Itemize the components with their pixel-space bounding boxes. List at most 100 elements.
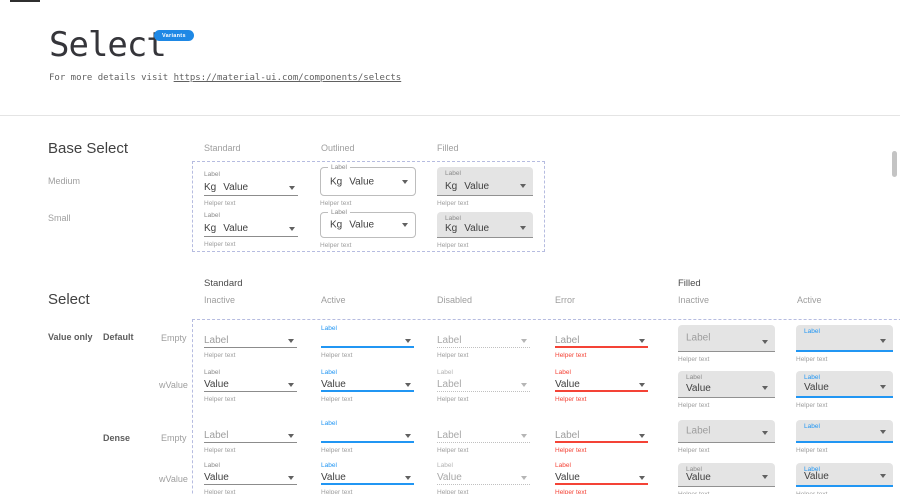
helper-text: Helper text <box>437 242 469 249</box>
field-label-slot <box>437 419 530 429</box>
row-type-default: Default <box>103 332 134 342</box>
helper-text: Helper text <box>320 242 352 249</box>
select-standard-active-wvalue[interactable]: Label Value Helper text <box>321 368 414 403</box>
helper-text: Helper text <box>796 447 828 454</box>
field-label: Label <box>555 462 571 469</box>
select-standard-inactive-wvalue[interactable]: Label Value Helper text <box>204 368 297 403</box>
base-select-outlined-medium[interactable]: Label Kg Value Helper text <box>320 164 416 207</box>
dropdown-arrow-icon <box>405 383 411 387</box>
adornment: Kg <box>330 219 343 231</box>
select-value: Value <box>223 223 249 234</box>
select-value: Value <box>464 181 490 192</box>
select-value: Value <box>804 382 829 393</box>
select-standard-error-empty[interactable]: Label Helper text <box>555 324 648 359</box>
field-label: Label <box>321 420 337 427</box>
field-label: Label <box>437 369 453 376</box>
select-value: Value <box>437 472 462 483</box>
select-dense-standard-active-empty[interactable]: Label Helper text <box>321 419 414 454</box>
select-filled-active-wvalue[interactable]: Label Value Helper text <box>796 371 893 409</box>
select-value-row: Label <box>555 334 648 348</box>
field-label: Label <box>686 466 702 473</box>
select-value-row: Kg Value <box>330 176 374 187</box>
select-value: Value <box>349 219 375 231</box>
dropdown-arrow-icon <box>762 340 768 344</box>
adornment: Kg <box>204 223 217 234</box>
select-standard-error-wvalue[interactable]: Label Value Helper text <box>555 368 648 403</box>
dropdown-arrow-icon <box>639 339 645 343</box>
select-dense-standard-active-wvalue[interactable]: Label Value Helper text <box>321 461 414 494</box>
dropdown-arrow-icon <box>520 184 526 188</box>
select-placeholder: Label <box>204 430 229 441</box>
dropdown-arrow-icon <box>289 227 295 231</box>
helper-text: Helper text <box>437 352 469 359</box>
helper-text: Helper text <box>796 356 828 363</box>
helper-text: Helper text <box>321 447 353 454</box>
details-link[interactable]: https://material-ui.com/components/selec… <box>173 73 402 83</box>
column-header-filled: Filled <box>437 143 459 153</box>
dropdown-arrow-icon <box>288 434 294 438</box>
column-header-error: Error <box>555 295 575 305</box>
dropdown-arrow-icon <box>288 339 294 343</box>
field-label: Label <box>804 328 820 335</box>
base-select-standard-small[interactable]: Label Kg Value Helper text <box>204 211 298 248</box>
adornment: Kg <box>330 176 343 187</box>
helper-text: Helper text <box>437 200 469 207</box>
field-label: Label <box>804 423 820 430</box>
select-value: Value <box>204 379 229 390</box>
header-divider <box>0 115 900 116</box>
helper-text: Helper text <box>204 447 236 454</box>
select-dense-filled-inactive-wvalue[interactable]: Label Value Helper text <box>678 463 775 494</box>
dropdown-arrow-icon <box>520 226 526 230</box>
field-label: Label <box>328 209 350 217</box>
field-label: Label <box>445 215 461 222</box>
filled-select-box: Label Value <box>678 371 775 398</box>
select-dense-standard-error-wvalue[interactable]: Label Value Helper text <box>555 461 648 494</box>
select-dense-standard-error-empty[interactable]: Label Helper text <box>555 419 648 454</box>
select-value-row <box>321 429 414 443</box>
base-select-outlined-small[interactable]: Label Kg Value Helper text <box>320 209 416 249</box>
vertical-scrollbar-thumb[interactable] <box>892 151 897 177</box>
select-dense-filled-active-empty[interactable]: Label Helper text <box>796 420 893 454</box>
base-select-standard-medium[interactable]: Label Kg Value Helper text <box>204 170 298 207</box>
filled-select-box: Label Kg Value <box>437 167 533 196</box>
select-dense-standard-inactive-empty[interactable]: Label Helper text <box>204 419 297 454</box>
helper-text: Helper text <box>678 402 710 409</box>
base-select-filled-small[interactable]: Label Kg Value Helper text <box>437 212 533 249</box>
select-dense-filled-active-wvalue[interactable]: Label Value Helper text <box>796 463 893 494</box>
select-filled-inactive-empty[interactable]: Label Helper text <box>678 325 775 363</box>
select-value-row: Label <box>437 334 530 348</box>
select-dense-standard-inactive-wvalue[interactable]: Label Value Helper text <box>204 461 297 494</box>
field-label: Label <box>437 462 453 469</box>
select-value: Value <box>555 379 580 390</box>
dropdown-arrow-icon <box>405 476 411 480</box>
helper-text: Helper text <box>437 489 469 494</box>
select-filled-inactive-wvalue[interactable]: Label Value Helper text <box>678 371 775 409</box>
filled-select-box: Label <box>796 325 893 352</box>
dropdown-arrow-icon <box>880 474 886 478</box>
filled-select-box: Label <box>796 420 893 443</box>
row-group-value-only: Value only <box>48 332 93 342</box>
adornment: Kg <box>204 182 217 193</box>
row-state-empty: Empty <box>161 333 187 343</box>
helper-text: Helper text <box>204 200 236 207</box>
base-select-filled-medium[interactable]: Label Kg Value Helper text <box>437 167 533 207</box>
select-dense-filled-inactive-empty[interactable]: Label Helper text <box>678 420 775 454</box>
select-standard-inactive-empty[interactable]: Label Helper text <box>204 324 297 359</box>
select-placeholder: Label <box>204 335 229 346</box>
outlined-select-box: Label Kg Value <box>320 209 416 238</box>
helper-text: Helper text <box>321 352 353 359</box>
select-filled-active-empty[interactable]: Label Helper text <box>796 325 893 363</box>
dropdown-arrow-icon <box>521 339 527 343</box>
helper-text: Helper text <box>796 402 828 409</box>
select-standard-active-empty[interactable]: Label Helper text <box>321 324 414 359</box>
top-tick-mark <box>10 0 40 2</box>
dropdown-arrow-icon <box>639 383 645 387</box>
row-type-dense: Dense <box>103 433 131 443</box>
field-label-slot <box>204 324 297 334</box>
dropdown-arrow-icon <box>521 383 527 387</box>
details-prefix: For more details visit <box>49 73 174 83</box>
dropdown-arrow-icon <box>289 186 295 190</box>
helper-text: Helper text <box>204 396 236 403</box>
select-value: Value <box>686 383 711 394</box>
adornment: Kg <box>445 223 458 234</box>
